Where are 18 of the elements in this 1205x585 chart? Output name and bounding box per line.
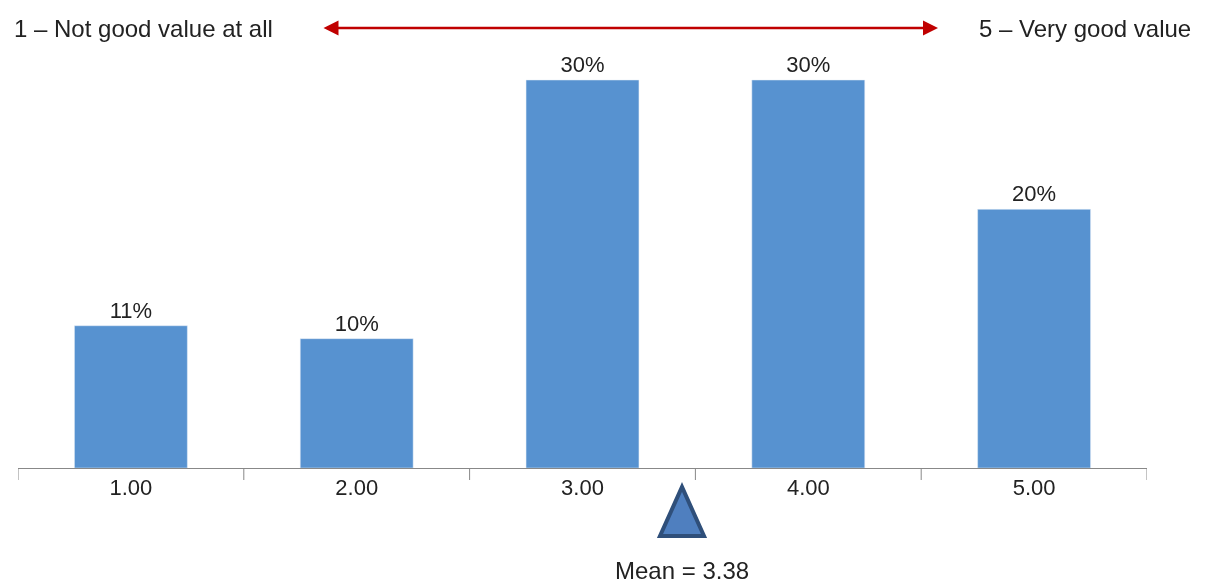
- text: Mean = 3.38: [615, 557, 750, 584]
- data-label: 30%: [786, 52, 831, 77]
- x-tick-label: 3.00: [561, 475, 604, 501]
- text: 5 – Very good value: [979, 15, 1192, 42]
- bar: [751, 79, 865, 468]
- bar: [977, 209, 1091, 468]
- data-label: 20%: [1012, 181, 1057, 207]
- bar: [74, 325, 188, 468]
- x-tick-label: 2.00: [335, 475, 379, 501]
- text: 1 – Not good value at all: [14, 15, 273, 42]
- x-tick-label: 1.00: [109, 475, 153, 501]
- bar: [300, 338, 414, 468]
- bar: [525, 79, 640, 468]
- x-tick-label: 4.00: [786, 475, 830, 501]
- data-label: 30%: [560, 52, 605, 77]
- x-tick-label: 5.00: [1012, 475, 1056, 501]
- data-label: 10%: [334, 310, 379, 336]
- data-label: 11%: [109, 297, 153, 323]
